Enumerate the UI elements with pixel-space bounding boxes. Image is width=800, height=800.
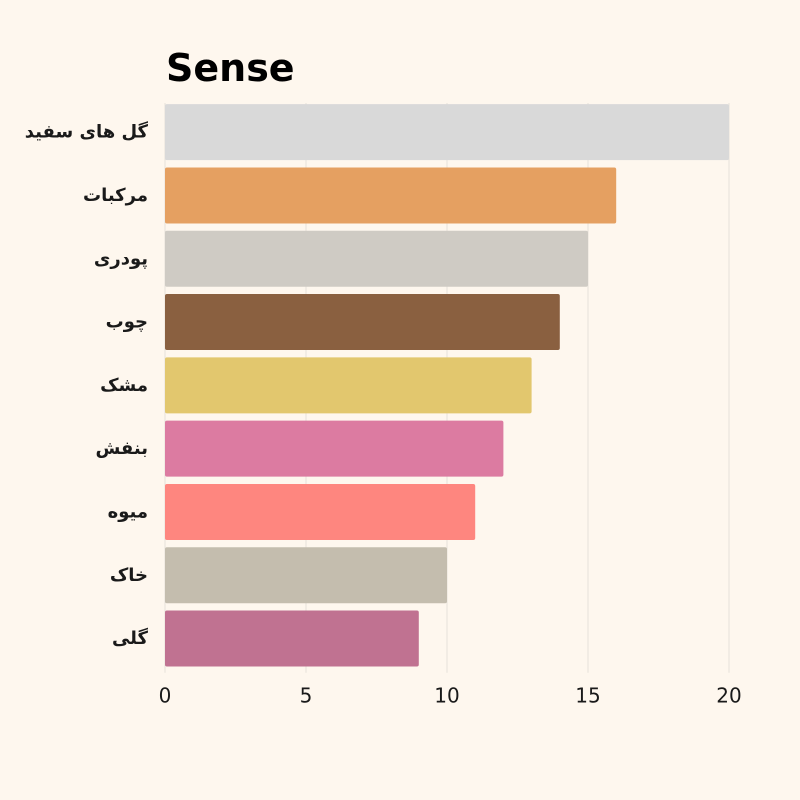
bar	[165, 483, 476, 540]
category-label: گل های سفید	[25, 121, 149, 143]
category-label: خاک	[110, 565, 148, 586]
bar	[165, 547, 447, 604]
category-label: گلی	[112, 627, 149, 649]
x-tick-label: 10	[434, 684, 459, 708]
bars	[165, 104, 729, 667]
bar	[165, 294, 560, 351]
bar	[165, 230, 588, 287]
category-label: میوه	[108, 501, 148, 522]
category-label: چوب	[106, 312, 148, 333]
category-label: مشک	[100, 375, 148, 396]
x-tick-labels: 0 5 10 15 20	[159, 684, 742, 708]
x-tick-label: 20	[716, 684, 741, 708]
category-label: مرکبات	[83, 185, 148, 206]
category-label: بنفش	[95, 438, 148, 459]
bar	[165, 104, 729, 161]
x-tick-label: 0	[159, 684, 172, 708]
category-labels: گل های سفید مرکبات پودری چوب مشک بنفش میوه خاک گ…	[25, 121, 149, 649]
bar	[165, 610, 419, 667]
x-tick-label: 5	[300, 684, 313, 708]
chart-title: Sense	[166, 46, 295, 90]
x-tick-label: 15	[575, 684, 600, 708]
bar	[165, 167, 617, 224]
bar	[165, 420, 504, 477]
bar	[165, 357, 532, 414]
category-label: پودری	[94, 248, 148, 269]
